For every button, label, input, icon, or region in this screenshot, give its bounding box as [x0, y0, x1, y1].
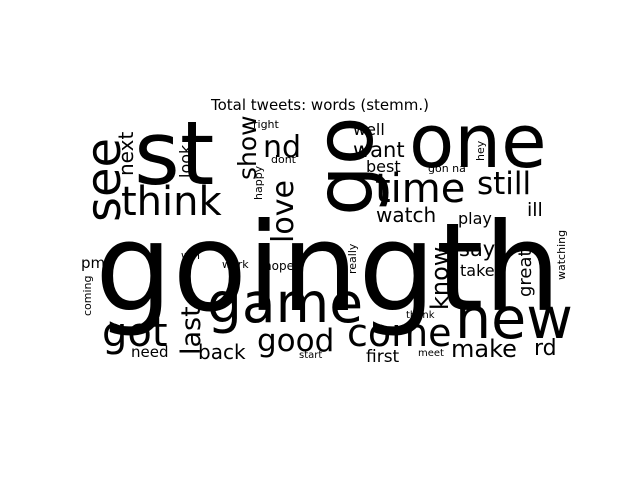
word-work: work — [222, 258, 249, 271]
word-love: love — [266, 180, 301, 243]
word-one: one — [409, 99, 547, 185]
word-go: go — [298, 116, 391, 216]
word-start: start — [299, 350, 322, 361]
word-next: next — [114, 132, 138, 176]
word-show: show — [233, 115, 262, 180]
word-goingth: goingth — [95, 197, 561, 339]
word-watching: watching — [555, 230, 568, 280]
word-new: new — [455, 286, 573, 352]
word-back: back — [198, 340, 246, 364]
word-nd: nd — [263, 130, 301, 165]
word-ill: ill — [527, 199, 543, 221]
word-right: right — [253, 118, 280, 131]
word-watch: watch — [376, 203, 436, 227]
word-good: good — [257, 323, 334, 359]
word-say: say — [459, 237, 495, 261]
word-st: st — [134, 102, 214, 205]
word-thank: thank — [406, 310, 435, 321]
word-see: see — [76, 138, 132, 222]
word-coming: coming — [81, 275, 94, 316]
word-time: time — [375, 166, 465, 212]
chart-title: Total tweets: words (stemm.) — [211, 96, 429, 114]
word-happy: happy — [252, 165, 265, 200]
word-hope: hope — [264, 259, 294, 273]
word-still: still — [477, 166, 531, 202]
word-rd: rd — [534, 336, 557, 361]
word-meet: meet — [418, 348, 444, 359]
word-take: take — [460, 261, 495, 280]
word-got: got — [102, 310, 168, 356]
word-well: well — [353, 120, 385, 139]
word-best: best — [366, 157, 401, 176]
word-great: great — [515, 249, 536, 297]
word-want: want — [353, 138, 405, 162]
word-hey: hey — [474, 140, 487, 161]
word-think: think — [121, 179, 223, 225]
word-first: first — [366, 347, 400, 367]
word-look: look — [176, 144, 195, 178]
word-play: play — [458, 209, 492, 228]
word-really: really — [346, 243, 359, 274]
word-last: last — [176, 306, 207, 355]
word-dont: dont — [271, 153, 297, 166]
word-game: game — [207, 271, 363, 335]
word-pm: pm — [81, 254, 105, 272]
word-gon-na: gon na — [428, 162, 466, 175]
word-win: win — [181, 249, 200, 262]
word-know: know — [426, 247, 454, 310]
word-come: come — [347, 311, 452, 355]
word-make: make — [451, 335, 517, 363]
word-need: need — [131, 343, 169, 361]
